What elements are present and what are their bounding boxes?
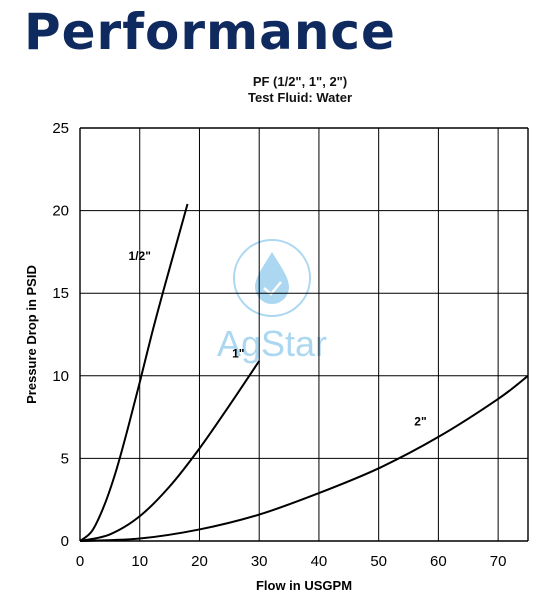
series-lines bbox=[79, 203, 529, 542]
x-tick-label: 30 bbox=[251, 553, 268, 570]
x-tick-label: 50 bbox=[370, 553, 387, 570]
series-label: 2" bbox=[414, 414, 426, 428]
checkmark-icon bbox=[263, 281, 282, 296]
x-axis-label: Flow in USGPM bbox=[256, 578, 352, 593]
x-tick-label: 40 bbox=[311, 553, 328, 570]
y-tick-label: 0 bbox=[61, 533, 69, 550]
y-tick-label: 20 bbox=[52, 203, 69, 220]
series-line-2 bbox=[79, 375, 529, 542]
watermark: AgStar bbox=[217, 239, 327, 364]
series-line-0 bbox=[79, 203, 189, 542]
page-heading: Performance bbox=[24, 3, 396, 61]
series-labels: 1/2" 1" 2" bbox=[129, 249, 427, 428]
chart-subtitle: Test Fluid: Water bbox=[248, 90, 352, 105]
x-tick-label: 70 bbox=[490, 553, 507, 570]
x-tick-label: 20 bbox=[191, 553, 208, 570]
watermark-text: AgStar bbox=[217, 323, 327, 364]
series-label: 1" bbox=[232, 347, 244, 361]
tick-labels: 0 10 20 30 40 50 60 70 0 5 10 15 20 25 bbox=[52, 120, 506, 570]
water-drop-icon bbox=[255, 252, 289, 304]
y-tick-label: 10 bbox=[52, 368, 69, 385]
grid bbox=[79, 127, 529, 542]
x-tick-label: 60 bbox=[430, 553, 447, 570]
series-label: 1/2" bbox=[129, 249, 151, 263]
y-tick-label: 25 bbox=[52, 120, 69, 137]
watermark-circle bbox=[233, 239, 311, 317]
y-axis-label: Pressure Drop in PSID bbox=[24, 265, 39, 404]
x-tick-label: 0 bbox=[76, 553, 84, 570]
y-tick-label: 15 bbox=[52, 285, 69, 302]
chart-title: PF (1/2", 1", 2") bbox=[252, 74, 348, 89]
x-tick-label: 10 bbox=[131, 553, 148, 570]
series-line-1 bbox=[79, 360, 261, 542]
y-tick-label: 5 bbox=[61, 450, 69, 467]
